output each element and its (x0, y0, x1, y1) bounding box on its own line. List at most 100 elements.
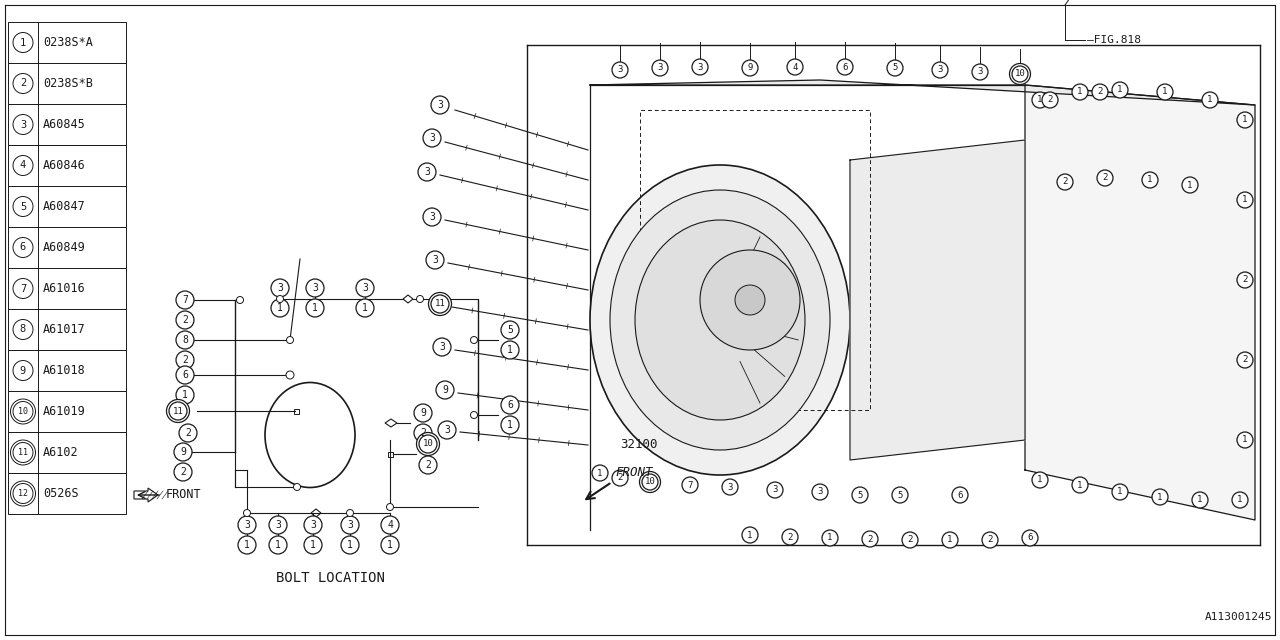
Text: 2: 2 (987, 536, 993, 545)
Circle shape (612, 62, 628, 78)
Circle shape (1236, 112, 1253, 128)
Circle shape (13, 196, 33, 216)
Text: A60847: A60847 (44, 200, 86, 213)
Circle shape (700, 250, 800, 350)
Text: 6: 6 (507, 400, 513, 410)
Circle shape (692, 59, 708, 75)
Bar (8, 186, 125, 227)
Text: 9: 9 (180, 447, 186, 457)
Text: 2: 2 (1097, 88, 1102, 97)
Circle shape (643, 474, 658, 490)
Circle shape (591, 465, 608, 481)
Bar (8, 63, 125, 104)
Text: 5: 5 (507, 325, 513, 335)
Text: 1: 1 (1207, 95, 1212, 104)
Circle shape (982, 532, 998, 548)
Text: 3: 3 (312, 283, 317, 293)
Text: A61017: A61017 (44, 323, 86, 336)
Circle shape (243, 509, 251, 516)
Circle shape (1073, 84, 1088, 100)
Circle shape (238, 536, 256, 554)
Circle shape (13, 115, 33, 134)
Circle shape (387, 504, 393, 511)
Text: 8: 8 (182, 335, 188, 345)
Text: 3: 3 (818, 488, 823, 497)
Circle shape (285, 371, 294, 379)
Text: 5: 5 (20, 202, 26, 211)
Circle shape (500, 416, 518, 434)
Ellipse shape (611, 190, 829, 450)
Circle shape (1231, 492, 1248, 508)
Circle shape (1092, 84, 1108, 100)
Circle shape (431, 96, 449, 114)
Text: 1: 1 (1197, 495, 1203, 504)
Circle shape (177, 386, 195, 404)
Circle shape (787, 59, 803, 75)
Circle shape (13, 156, 33, 175)
Polygon shape (1025, 85, 1254, 520)
Text: 3: 3 (978, 67, 983, 77)
Text: 1: 1 (310, 540, 316, 550)
Circle shape (276, 296, 283, 303)
Circle shape (13, 483, 33, 504)
Circle shape (735, 285, 765, 315)
Circle shape (1181, 177, 1198, 193)
Circle shape (177, 331, 195, 349)
Circle shape (416, 433, 439, 456)
Text: 1: 1 (1117, 488, 1123, 497)
Circle shape (237, 296, 243, 303)
Circle shape (356, 279, 374, 297)
Text: 1: 1 (276, 303, 283, 313)
Circle shape (782, 529, 797, 545)
Text: 1: 1 (362, 303, 367, 313)
Text: 1: 1 (947, 536, 952, 545)
Bar (8, 227, 125, 268)
Circle shape (13, 360, 33, 381)
Circle shape (942, 532, 957, 548)
Circle shape (1236, 432, 1253, 448)
Circle shape (429, 292, 452, 316)
Text: 2: 2 (1047, 95, 1052, 104)
Text: 3: 3 (436, 100, 443, 110)
Text: 10: 10 (645, 477, 655, 486)
Circle shape (1032, 472, 1048, 488)
Bar (388, 452, 393, 457)
Circle shape (306, 299, 324, 317)
Circle shape (419, 163, 436, 181)
Text: 1: 1 (748, 531, 753, 540)
Text: 3: 3 (362, 283, 367, 293)
Text: 1: 1 (1117, 86, 1123, 95)
Text: 6: 6 (1028, 534, 1033, 543)
Text: A61019: A61019 (44, 405, 86, 418)
Circle shape (340, 516, 358, 534)
Circle shape (381, 536, 399, 554)
Circle shape (1236, 272, 1253, 288)
Circle shape (1236, 192, 1253, 208)
Circle shape (13, 319, 33, 339)
Text: 11: 11 (435, 300, 445, 308)
Text: 3: 3 (429, 212, 435, 222)
Circle shape (1010, 63, 1030, 84)
Text: 6: 6 (182, 370, 188, 380)
Text: 1: 1 (507, 345, 513, 355)
Text: 2: 2 (1062, 177, 1068, 186)
Circle shape (422, 208, 442, 226)
Circle shape (436, 381, 454, 399)
Text: 1: 1 (387, 540, 393, 550)
Circle shape (269, 536, 287, 554)
Text: 2: 2 (20, 79, 26, 88)
Text: 4: 4 (20, 161, 26, 170)
Circle shape (166, 399, 189, 422)
Circle shape (1021, 530, 1038, 546)
Text: A60845: A60845 (44, 118, 86, 131)
Circle shape (612, 470, 628, 486)
Circle shape (340, 536, 358, 554)
Polygon shape (850, 140, 1025, 460)
Circle shape (381, 516, 399, 534)
Bar (8, 22, 125, 63)
Bar (8, 350, 125, 391)
Text: 12: 12 (18, 489, 28, 498)
Text: 3: 3 (347, 520, 353, 530)
Text: 5: 5 (897, 490, 902, 499)
Text: 1: 1 (598, 468, 603, 477)
